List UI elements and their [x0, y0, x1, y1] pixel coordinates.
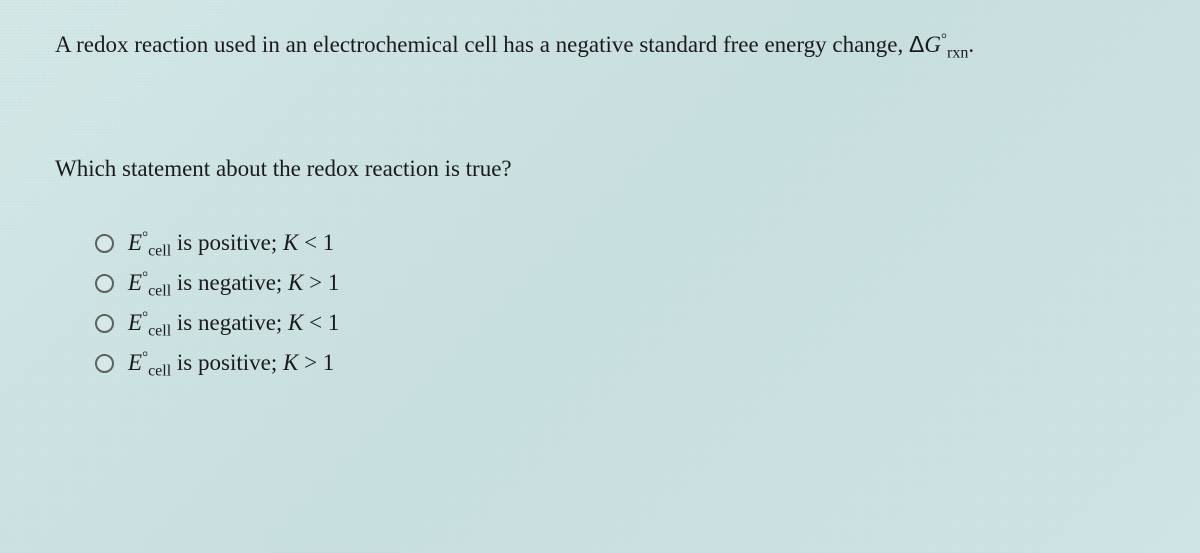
cell-subscript: cell	[148, 283, 171, 300]
e-symbol: E	[128, 230, 142, 255]
radio-icon[interactable]	[95, 274, 114, 293]
option-rel: < 1	[303, 310, 339, 335]
delta-g-symbol: ΔG°rxn	[909, 32, 968, 57]
intro-text-prefix: A redox reaction used in an electrochemi…	[55, 32, 909, 57]
delta-char: Δ	[909, 31, 924, 57]
option-rel: < 1	[298, 230, 334, 255]
options-group: E°cell is positive; K < 1 E°cell is nega…	[55, 230, 1145, 376]
option-2[interactable]: E°cell is negative; K > 1	[95, 270, 1145, 296]
rxn-subscript: rxn	[947, 45, 968, 62]
k-symbol: K	[288, 270, 303, 295]
option-mid: is negative;	[171, 310, 288, 335]
k-symbol: K	[283, 230, 298, 255]
cell-subscript: cell	[148, 363, 171, 380]
k-symbol: K	[283, 350, 298, 375]
cell-subscript: cell	[148, 243, 171, 260]
e-symbol: E	[128, 350, 142, 375]
option-1-text: E°cell is positive; K < 1	[128, 230, 334, 256]
option-1[interactable]: E°cell is positive; K < 1	[95, 230, 1145, 256]
e-symbol: E	[128, 270, 142, 295]
option-2-text: E°cell is negative; K > 1	[128, 270, 339, 296]
option-3-text: E°cell is negative; K < 1	[128, 310, 339, 336]
option-4[interactable]: E°cell is positive; K > 1	[95, 350, 1145, 376]
option-rel: > 1	[303, 270, 339, 295]
radio-icon[interactable]	[95, 314, 114, 333]
radio-icon[interactable]	[95, 354, 114, 373]
option-mid: is negative;	[171, 270, 288, 295]
option-mid: is positive;	[171, 230, 283, 255]
question-container: A redox reaction used in an electrochemi…	[0, 0, 1200, 418]
g-char: G	[924, 32, 941, 57]
question-prompt: Which statement about the redox reaction…	[55, 156, 1145, 182]
radio-icon[interactable]	[95, 234, 114, 253]
option-3[interactable]: E°cell is negative; K < 1	[95, 310, 1145, 336]
option-mid: is positive;	[171, 350, 283, 375]
question-intro: A redox reaction used in an electrochemi…	[55, 28, 1145, 61]
option-4-text: E°cell is positive; K > 1	[128, 350, 334, 376]
option-rel: > 1	[298, 350, 334, 375]
e-symbol: E	[128, 310, 142, 335]
intro-text-suffix: .	[968, 32, 974, 57]
cell-subscript: cell	[148, 323, 171, 340]
k-symbol: K	[288, 310, 303, 335]
